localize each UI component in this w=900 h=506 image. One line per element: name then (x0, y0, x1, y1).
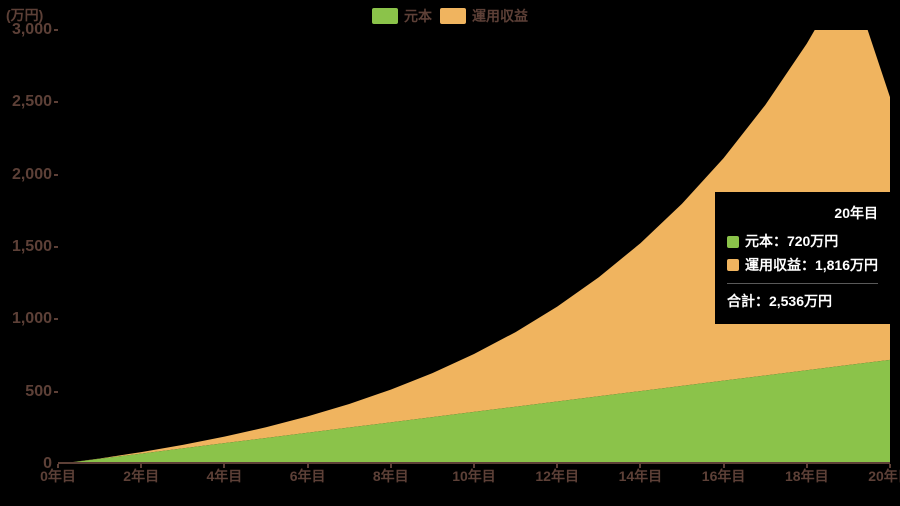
x-tick-mark (473, 464, 475, 468)
x-tick-label: 8年目 (373, 466, 409, 486)
legend-label-returns: 運用収益 (472, 6, 528, 26)
x-tick-mark (390, 464, 392, 468)
y-tick-label: 2,000 (4, 166, 52, 184)
tooltip-returns-text: 運用収益：1,816万円 (745, 254, 878, 278)
tooltip: 20年目元本：720万円運用収益：1,816万円合計：2,536万円 (715, 192, 890, 324)
x-tick-mark (723, 464, 725, 468)
y-tick-label: 500 (4, 383, 52, 401)
x-tick-mark (307, 464, 309, 468)
tooltip-row-principal: 元本：720万円 (727, 230, 878, 254)
y-tick-mark (54, 174, 58, 176)
x-tick-label: 18年目 (785, 466, 829, 486)
x-tick-label: 2年目 (123, 466, 159, 486)
x-tick-mark (556, 464, 558, 468)
x-tick-label: 16年目 (702, 466, 746, 486)
investment-growth-chart: (万円) 元本 運用収益 05001,0001,5002,0002,5003,0… (0, 0, 900, 506)
tooltip-row-returns: 運用収益：1,816万円 (727, 254, 878, 278)
y-tick-label: 1,500 (4, 238, 52, 256)
legend-swatch-returns (440, 8, 466, 24)
x-tick-label: 6年目 (290, 466, 326, 486)
legend-item-principal: 元本 (372, 6, 432, 26)
y-tick-label: 3,000 (4, 21, 52, 39)
y-tick-label: 1,000 (4, 310, 52, 328)
legend-item-returns: 運用収益 (440, 6, 528, 26)
y-tick-mark (54, 318, 58, 320)
tooltip-header: 20年目 (727, 202, 878, 226)
legend-label-principal: 元本 (404, 6, 432, 26)
x-tick-mark (57, 464, 59, 468)
tooltip-swatch-returns (727, 259, 739, 271)
x-tick-label: 4年目 (206, 466, 242, 486)
x-tick-mark (806, 464, 808, 468)
tooltip-principal-text: 元本：720万円 (745, 230, 838, 254)
x-tick-mark (223, 464, 225, 468)
x-tick-mark (639, 464, 641, 468)
x-tick-label: 10年目 (452, 466, 496, 486)
y-tick-mark (54, 246, 58, 248)
tooltip-total: 合計：2,536万円 (727, 283, 878, 314)
legend: 元本 運用収益 (0, 6, 900, 26)
y-tick-label: 2,500 (4, 93, 52, 111)
y-tick-mark (54, 391, 58, 393)
legend-swatch-principal (372, 8, 398, 24)
x-tick-mark (140, 464, 142, 468)
y-tick-mark (54, 101, 58, 103)
y-tick-mark (54, 29, 58, 31)
x-tick-mark (889, 464, 891, 468)
x-tick-label: 20年目 (868, 466, 900, 486)
x-tick-label: 14年目 (619, 466, 663, 486)
x-tick-label: 12年目 (535, 466, 579, 486)
tooltip-swatch-principal (727, 236, 739, 248)
x-tick-label: 0年目 (40, 466, 76, 486)
